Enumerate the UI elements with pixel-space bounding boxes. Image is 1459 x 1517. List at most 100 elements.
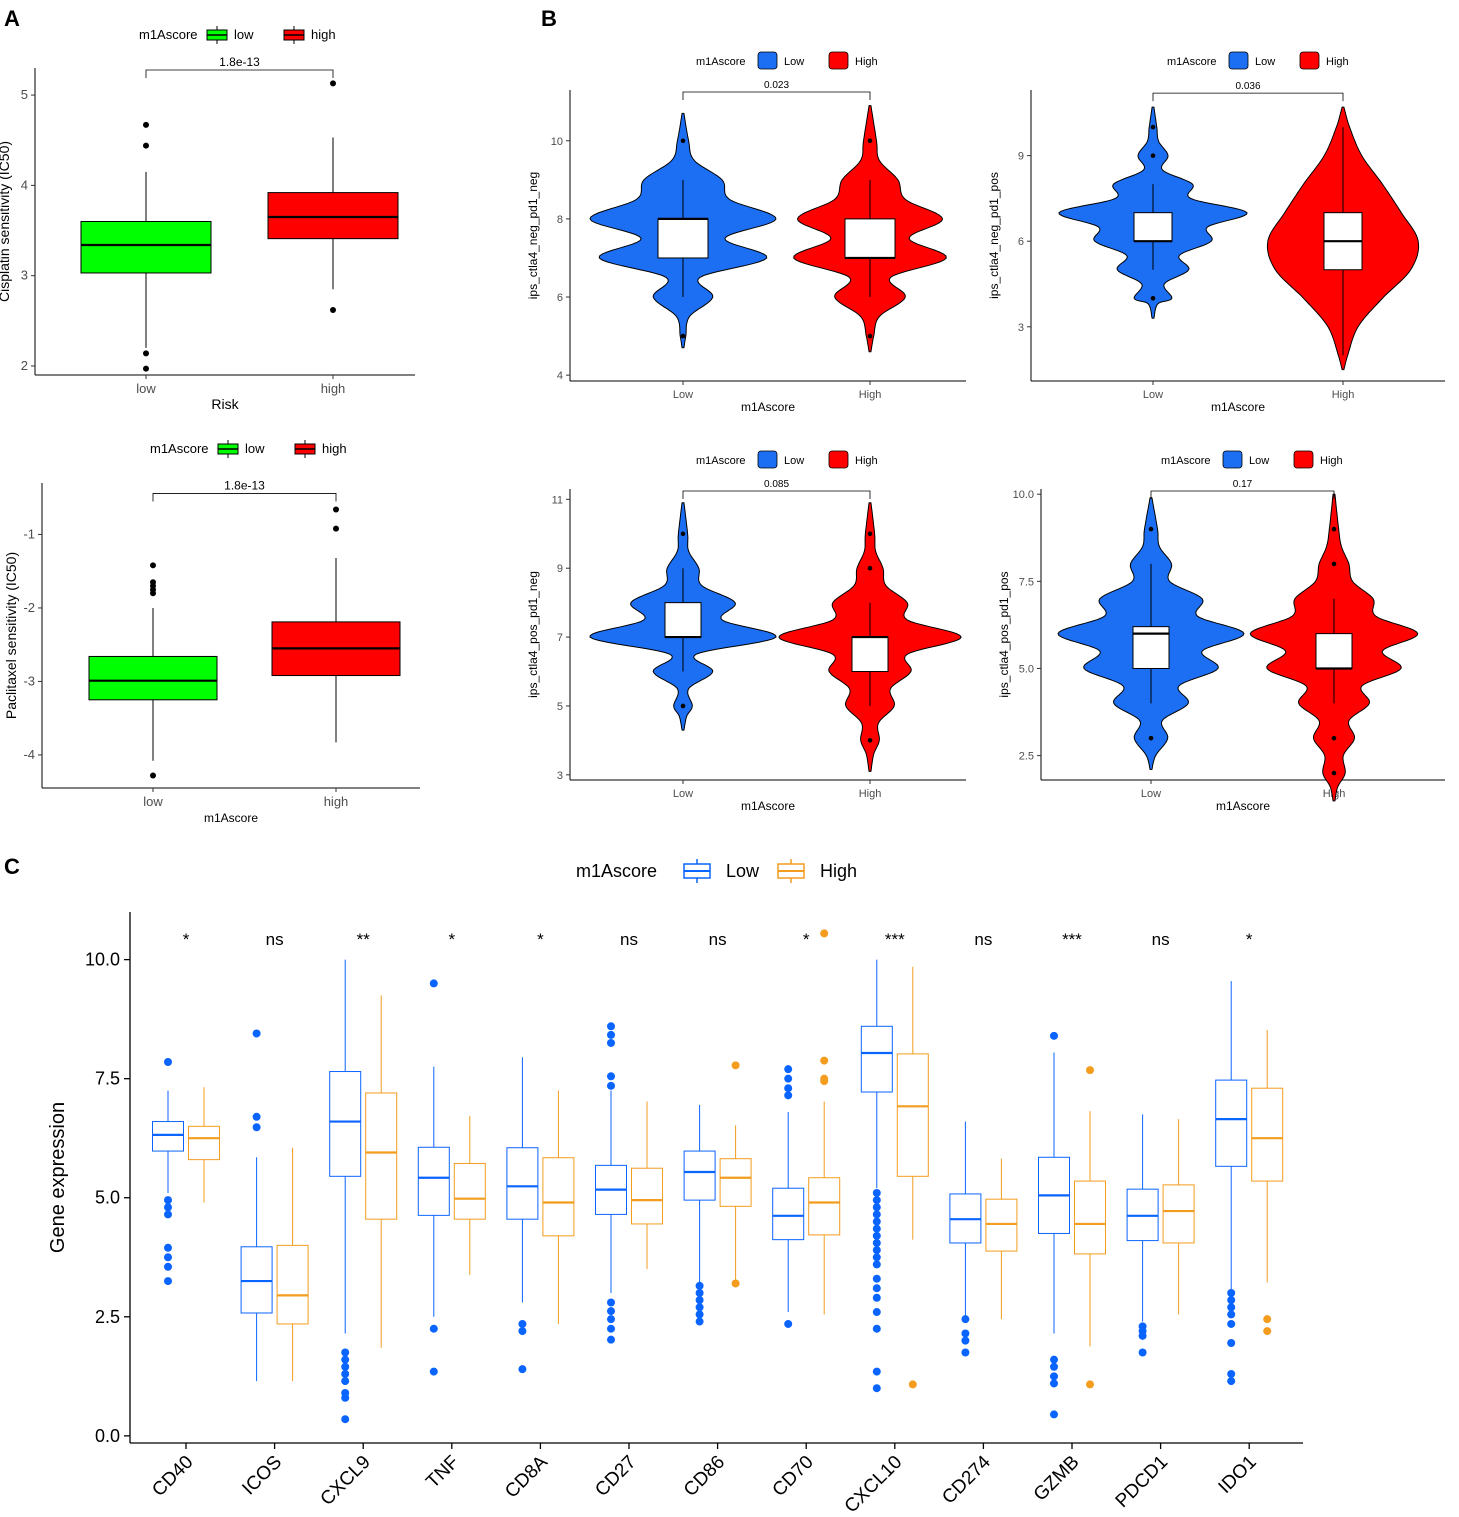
y-tick-label: -2 (23, 600, 35, 615)
p-value-label: 0.085 (764, 479, 789, 490)
outlier-point (1331, 770, 1337, 776)
box-pdcd1-high-box (1162, 1184, 1195, 1244)
outlier-point (820, 1077, 829, 1086)
outlier-point (872, 1324, 881, 1333)
box-cd86-high-box (719, 1158, 752, 1207)
legend-key-low (1222, 450, 1243, 469)
y-tick-label: 10 (551, 136, 563, 148)
outlier-point (341, 1362, 350, 1371)
outlier-point (695, 1281, 704, 1290)
x-tick-label-cd274: CD274 (938, 1451, 995, 1508)
outlier-point (607, 1081, 615, 1090)
box-tnf-high-box (453, 1162, 486, 1220)
violin-ctla4-pos-pd1-pos: 2.5 5.0 7.5 10.0 Low High m1Ascore ips_ctla4_po… (997, 450, 1445, 813)
outlier-point (607, 1298, 615, 1307)
x-tick-label-cd86: CD86 (680, 1452, 729, 1501)
x-axis-title: m1Ascore (741, 799, 795, 813)
outlier-point (607, 1324, 615, 1333)
outlier-point (252, 1123, 261, 1132)
outlier-point (731, 1061, 740, 1070)
outlier-point (1148, 735, 1154, 741)
outlier-point (429, 1367, 438, 1376)
gene-expression-grouped-boxplot: 0.0 2.5 5.0 7.5 10.0 Gene expression m1Ascore L… (47, 859, 1303, 1517)
panel-label-a: A (4, 6, 20, 31)
significance-label: ** (357, 930, 371, 949)
y-tick-label: 7 (557, 632, 563, 644)
significance-bracket (152, 493, 337, 502)
outlier-point (518, 1327, 527, 1336)
outlier-point (820, 1056, 829, 1065)
outlier-point (333, 525, 339, 532)
y-tick-label: 4 (21, 177, 28, 192)
outlier-point (695, 1317, 704, 1326)
outlier-point (1263, 1327, 1272, 1336)
outlier-point (1138, 1348, 1147, 1357)
y-tick-label: 3 (21, 268, 28, 283)
outlier-point (164, 1196, 172, 1205)
x-tick-label-cd40: CD40 (148, 1452, 197, 1501)
x-tick-label: Low (1141, 788, 1161, 800)
outlier-point (164, 1210, 172, 1219)
outlier-point (867, 738, 873, 743)
legend-label: High (855, 56, 878, 68)
outlier-point (1331, 735, 1337, 741)
x-axis-title: m1Ascore (1216, 799, 1270, 813)
outlier-point (1086, 1380, 1094, 1389)
legend-title: m1Ascore (696, 56, 746, 68)
outlier-point (252, 1112, 261, 1121)
outlier-point (867, 138, 873, 144)
significance-label: ns (974, 930, 992, 949)
x-axis-title: m1Ascore (204, 811, 258, 825)
legend-label: high (311, 27, 336, 42)
outlier-point (872, 1384, 881, 1393)
outlier-point (695, 1288, 704, 1297)
significance-label: ns (1152, 930, 1170, 949)
x-tick-label-cd27: CD27 (591, 1452, 640, 1501)
y-axis-title: ips_ctla4_pos_pd1_pos (997, 571, 1011, 697)
outlier-point (341, 1355, 350, 1364)
y-tick-label: 3 (557, 770, 563, 782)
y-tick-label: -1 (23, 526, 35, 541)
outlier-point (872, 1210, 881, 1219)
legend-title: m1Ascore (1161, 455, 1211, 467)
outlier-point (1227, 1310, 1236, 1319)
outlier-point (607, 1038, 615, 1047)
box-cd86-low-box (683, 1150, 716, 1201)
y-axis-title: Paclitaxel sensitivity (IC50) (3, 552, 19, 719)
x-tick-label-gzmb: GZMB (1030, 1452, 1084, 1506)
x-tick-label-pdcd1: PDCD1 (1112, 1452, 1172, 1512)
y-tick-label: 5.0 (1019, 663, 1034, 675)
outlier-point (1050, 1355, 1058, 1364)
box-cd8a-low-box (506, 1147, 539, 1220)
significance-label: * (448, 930, 455, 949)
outlier-point (333, 506, 339, 513)
outlier-point (1331, 526, 1337, 532)
box-cd70-high-box (808, 1177, 841, 1236)
x-tick-label: low (143, 794, 163, 809)
y-tick-label: 10.0 (1013, 489, 1034, 501)
outlier-point (518, 1365, 527, 1374)
outlier-point (341, 1348, 350, 1357)
legend-label: High (1320, 455, 1343, 467)
p-value-label: 0.17 (1233, 479, 1253, 490)
outlier-point (961, 1315, 970, 1324)
outlier-point (872, 1253, 881, 1262)
box-cd27-high-box (631, 1167, 663, 1225)
x-tick-label-cd70: CD70 (769, 1452, 818, 1501)
significance-label: ns (266, 930, 284, 949)
x-tick-label-tnf: TNF (422, 1452, 463, 1493)
y-tick-label: 5.0 (95, 1188, 120, 1208)
outlier-point (680, 703, 686, 709)
outlier-point (784, 1065, 793, 1074)
outlier-point (872, 1231, 881, 1240)
x-tick-label: high (321, 381, 346, 396)
cisplatin-boxplot: 2 3 4 5 low high Risk Cisplatin sensitivity (IC… (0, 26, 415, 412)
y-tick-label: 5 (557, 701, 563, 713)
outlier-point (164, 1262, 172, 1271)
y-tick-label: 11 (552, 494, 563, 506)
significance-label: * (537, 930, 544, 949)
box-low-box (88, 655, 218, 701)
x-tick-label: Low (673, 389, 693, 401)
